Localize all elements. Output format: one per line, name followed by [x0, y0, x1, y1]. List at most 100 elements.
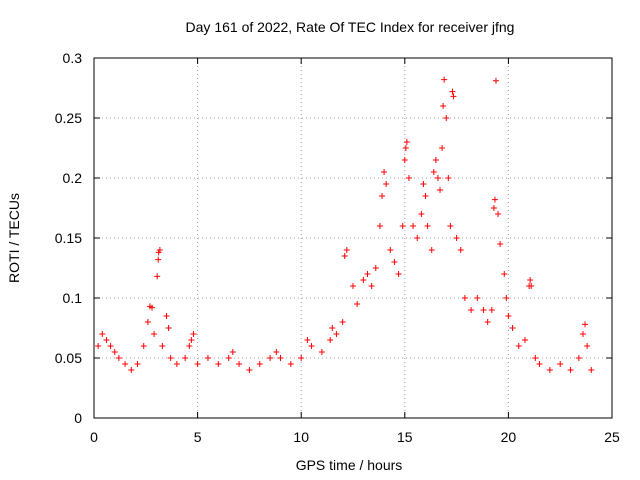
- data-point: [468, 307, 475, 313]
- data-point: [99, 331, 106, 337]
- data-point: [399, 223, 406, 229]
- data-point: [188, 337, 195, 343]
- data-point: [447, 223, 454, 229]
- x-tick-label: 20: [501, 429, 517, 445]
- data-point: [339, 319, 346, 325]
- data-point: [505, 313, 512, 319]
- data-point: [582, 321, 589, 328]
- data-point: [155, 256, 162, 263]
- data-point: [503, 295, 510, 301]
- data-point: [490, 205, 497, 211]
- data-point: [154, 273, 161, 280]
- data-point: [491, 196, 498, 203]
- data-point: [480, 307, 487, 313]
- data-point: [103, 337, 110, 343]
- data-point: [484, 319, 491, 325]
- data-point: [474, 295, 481, 301]
- data-point: [215, 361, 222, 367]
- data-point: [149, 304, 156, 311]
- data-point: [107, 343, 114, 349]
- y-tick-label: 0.2: [63, 170, 83, 186]
- data-point: [401, 157, 408, 163]
- data-point: [287, 361, 294, 367]
- data-point: [140, 343, 147, 349]
- data-point: [428, 247, 435, 253]
- data-point: [495, 211, 502, 217]
- data-point: [575, 355, 582, 361]
- y-axis-label: ROTI / TECUs: [6, 193, 22, 283]
- data-point: [437, 187, 444, 193]
- data-point: [273, 349, 280, 355]
- data-point: [134, 361, 141, 367]
- data-point: [414, 235, 421, 241]
- data-point: [420, 181, 427, 187]
- chart-title: Day 161 of 2022, Rate Of TEC Index for r…: [186, 19, 515, 35]
- data-point: [584, 343, 591, 349]
- x-tick-label: 5: [194, 429, 202, 445]
- x-tick-label: 25: [604, 429, 620, 445]
- x-tick-labels: 0 5 10 15 20 25: [90, 429, 620, 445]
- y-tick-label: 0.15: [55, 230, 82, 246]
- data-point: [450, 93, 457, 100]
- data-point: [194, 361, 201, 367]
- data-point: [308, 343, 315, 349]
- y-tick-label: 0.3: [63, 50, 83, 66]
- data-point: [327, 337, 334, 343]
- data-point: [379, 193, 386, 199]
- data-point: [304, 337, 311, 343]
- data-point: [387, 247, 394, 253]
- data-point: [167, 355, 174, 361]
- data-point: [395, 271, 402, 277]
- data-point: [391, 259, 398, 265]
- data-point: [128, 367, 135, 373]
- data-point: [422, 193, 429, 199]
- data-point: [343, 247, 350, 253]
- data-point: [434, 175, 441, 181]
- data-point: [588, 367, 595, 373]
- data-point: [298, 355, 305, 361]
- data-point: [95, 343, 102, 349]
- data-point: [333, 331, 340, 337]
- data-point: [430, 169, 437, 175]
- data-point: [546, 367, 553, 373]
- data-point: [173, 361, 180, 367]
- data-point: [488, 307, 495, 313]
- data-point: [246, 367, 253, 373]
- data-point: [122, 361, 129, 367]
- data-point: [443, 115, 450, 121]
- data-point: [159, 343, 166, 349]
- data-point: [165, 325, 172, 331]
- data-point: [461, 295, 468, 301]
- data-point: [440, 103, 447, 109]
- data-point: [236, 361, 243, 367]
- data-point: [368, 283, 375, 289]
- data-point: [182, 355, 189, 361]
- data-point: [115, 355, 122, 361]
- data-point: [360, 277, 367, 283]
- data-point: [521, 337, 528, 343]
- data-point: [453, 235, 460, 241]
- data-point: [527, 277, 534, 283]
- x-tick-label: 15: [397, 429, 413, 445]
- data-point: [410, 223, 417, 229]
- data-point: [457, 247, 464, 253]
- data-point: [441, 76, 448, 83]
- data-point: [354, 301, 361, 307]
- x-tick-label: 0: [90, 429, 98, 445]
- data-point: [186, 343, 193, 349]
- data-point: [372, 265, 379, 271]
- data-point: [383, 181, 390, 187]
- y-tick-label: 0.25: [55, 110, 82, 126]
- data-point: [341, 253, 348, 259]
- data-point: [532, 355, 539, 361]
- data-point: [567, 367, 574, 373]
- data-point: [418, 211, 425, 217]
- data-point: [267, 355, 274, 361]
- data-point: [163, 313, 170, 319]
- data-point: [381, 169, 388, 175]
- data-point: [204, 355, 211, 361]
- data-point: [449, 88, 456, 95]
- y-tick-label: 0: [74, 410, 82, 426]
- data-point: [424, 223, 431, 229]
